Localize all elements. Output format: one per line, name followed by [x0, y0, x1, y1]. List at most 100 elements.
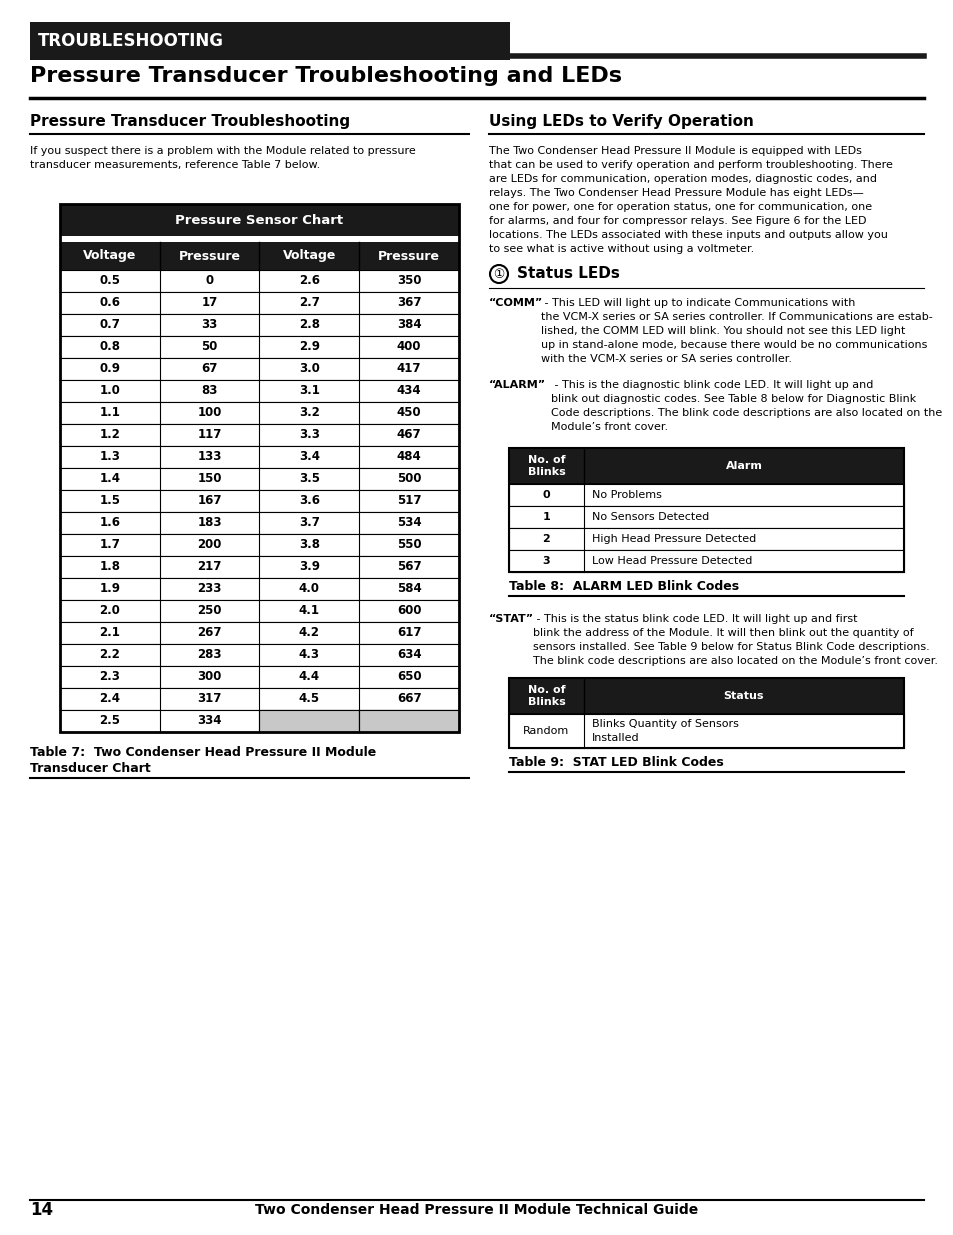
Bar — [60, 578, 458, 600]
Text: No Sensors Detected: No Sensors Detected — [592, 513, 708, 522]
Text: Low Head Pressure Detected: Low Head Pressure Detected — [592, 556, 752, 566]
Text: 1.7: 1.7 — [99, 538, 120, 552]
Bar — [509, 506, 903, 529]
Text: 2.4: 2.4 — [99, 693, 120, 705]
Text: 2.6: 2.6 — [298, 274, 319, 288]
Bar — [359, 710, 458, 732]
Text: 3.9: 3.9 — [298, 561, 319, 573]
Text: No Problems: No Problems — [592, 490, 661, 500]
Bar — [60, 204, 458, 236]
Bar — [60, 424, 458, 446]
Bar — [509, 448, 903, 572]
Text: 0.9: 0.9 — [99, 363, 120, 375]
Text: Pressure: Pressure — [377, 249, 439, 263]
Text: Alarm: Alarm — [725, 461, 761, 471]
Text: 250: 250 — [197, 604, 222, 618]
Text: 150: 150 — [197, 473, 222, 485]
Text: 3.6: 3.6 — [298, 494, 319, 508]
Text: 3.7: 3.7 — [298, 516, 319, 530]
Text: Status LEDs: Status LEDs — [517, 266, 619, 282]
Bar — [509, 678, 903, 714]
Text: 0: 0 — [542, 490, 550, 500]
Text: 14: 14 — [30, 1200, 53, 1219]
Bar — [60, 534, 458, 556]
Text: 217: 217 — [197, 561, 222, 573]
Bar — [259, 710, 359, 732]
Text: 0.8: 0.8 — [99, 341, 120, 353]
Text: Using LEDs to Verify Operation: Using LEDs to Verify Operation — [489, 114, 753, 128]
Bar — [60, 291, 458, 314]
Text: 3.5: 3.5 — [298, 473, 319, 485]
Text: 2: 2 — [542, 534, 550, 543]
Text: 183: 183 — [197, 516, 222, 530]
Text: Table 7:  Two Condenser Head Pressure II Module: Table 7: Two Condenser Head Pressure II … — [30, 746, 375, 760]
Text: 1.4: 1.4 — [99, 473, 120, 485]
Text: 4.3: 4.3 — [298, 648, 319, 662]
Text: 1.5: 1.5 — [99, 494, 120, 508]
Text: 1: 1 — [542, 513, 550, 522]
Text: 517: 517 — [396, 494, 421, 508]
Text: If you suspect there is a problem with the Module related to pressure
transducer: If you suspect there is a problem with t… — [30, 146, 416, 170]
Bar — [60, 242, 458, 270]
Text: 500: 500 — [396, 473, 421, 485]
Text: 2.7: 2.7 — [298, 296, 319, 310]
Bar — [509, 484, 903, 506]
Text: 1.3: 1.3 — [99, 451, 120, 463]
Text: 2.9: 2.9 — [298, 341, 319, 353]
Text: “STAT”: “STAT” — [489, 614, 534, 624]
Text: ①: ① — [493, 268, 504, 280]
Text: TROUBLESHOOTING: TROUBLESHOOTING — [38, 32, 224, 49]
Text: Two Condenser Head Pressure II Module Technical Guide: Two Condenser Head Pressure II Module Te… — [255, 1203, 698, 1216]
Text: 4.0: 4.0 — [298, 583, 319, 595]
Text: “ALARM”: “ALARM” — [489, 380, 545, 390]
Text: Pressure Sensor Chart: Pressure Sensor Chart — [175, 214, 343, 226]
Text: 17: 17 — [201, 296, 217, 310]
Text: 450: 450 — [396, 406, 421, 420]
Text: 367: 367 — [396, 296, 421, 310]
Bar — [60, 600, 458, 622]
Text: 100: 100 — [197, 406, 222, 420]
Text: 1.0: 1.0 — [99, 384, 120, 398]
Text: 650: 650 — [396, 671, 421, 683]
Text: 3.8: 3.8 — [298, 538, 319, 552]
Text: 467: 467 — [396, 429, 421, 441]
Text: 33: 33 — [201, 319, 217, 331]
Text: 2.8: 2.8 — [298, 319, 319, 331]
Bar — [60, 204, 458, 732]
Text: 550: 550 — [396, 538, 421, 552]
Bar — [60, 490, 458, 513]
Text: No. of
Blinks: No. of Blinks — [527, 456, 565, 477]
Text: 117: 117 — [197, 429, 222, 441]
Bar — [60, 358, 458, 380]
Bar — [509, 714, 903, 748]
Text: - This is the status blink code LED. It will light up and first
blink the addres: - This is the status blink code LED. It … — [533, 614, 937, 666]
Text: 267: 267 — [197, 626, 222, 640]
Bar — [509, 550, 903, 572]
Text: Table 9:  STAT LED Blink Codes: Table 9: STAT LED Blink Codes — [509, 756, 723, 769]
Text: 1.2: 1.2 — [99, 429, 120, 441]
Text: - This LED will light up to indicate Communications with
the VCM-X series or SA : - This LED will light up to indicate Com… — [540, 298, 932, 364]
Text: 0.5: 0.5 — [99, 274, 120, 288]
Bar — [60, 666, 458, 688]
Text: 4.5: 4.5 — [298, 693, 319, 705]
Bar — [509, 529, 903, 550]
Text: 167: 167 — [197, 494, 222, 508]
Text: 3: 3 — [542, 556, 550, 566]
Text: 300: 300 — [197, 671, 222, 683]
Text: 400: 400 — [396, 341, 421, 353]
Bar — [60, 710, 458, 732]
Text: 3.3: 3.3 — [298, 429, 319, 441]
Text: Status: Status — [723, 692, 763, 701]
Text: Transducer Chart: Transducer Chart — [30, 762, 151, 776]
Text: 667: 667 — [396, 693, 421, 705]
Bar — [60, 403, 458, 424]
Text: 2.1: 2.1 — [99, 626, 120, 640]
Text: 534: 534 — [396, 516, 421, 530]
Text: 1.6: 1.6 — [99, 516, 120, 530]
Text: 434: 434 — [396, 384, 421, 398]
Text: 133: 133 — [197, 451, 222, 463]
Text: 567: 567 — [396, 561, 421, 573]
Text: 0.6: 0.6 — [99, 296, 120, 310]
Text: “COMM”: “COMM” — [489, 298, 542, 308]
Text: 350: 350 — [396, 274, 421, 288]
